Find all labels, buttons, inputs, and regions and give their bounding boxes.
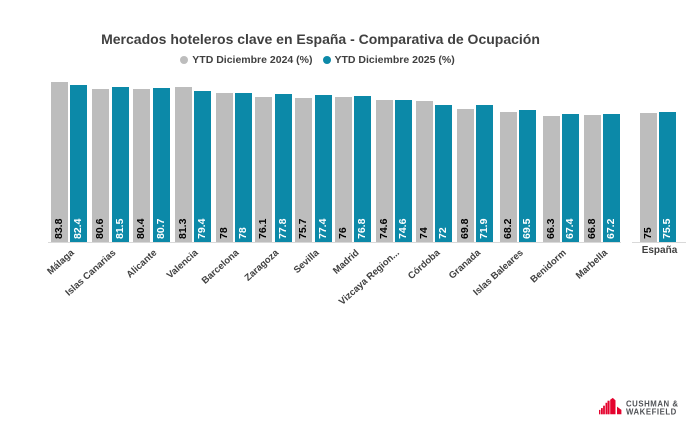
svg-text:WAKEFIELD: WAKEFIELD [626, 407, 677, 416]
svg-text:CUSHMAN &: CUSHMAN & [626, 400, 679, 409]
